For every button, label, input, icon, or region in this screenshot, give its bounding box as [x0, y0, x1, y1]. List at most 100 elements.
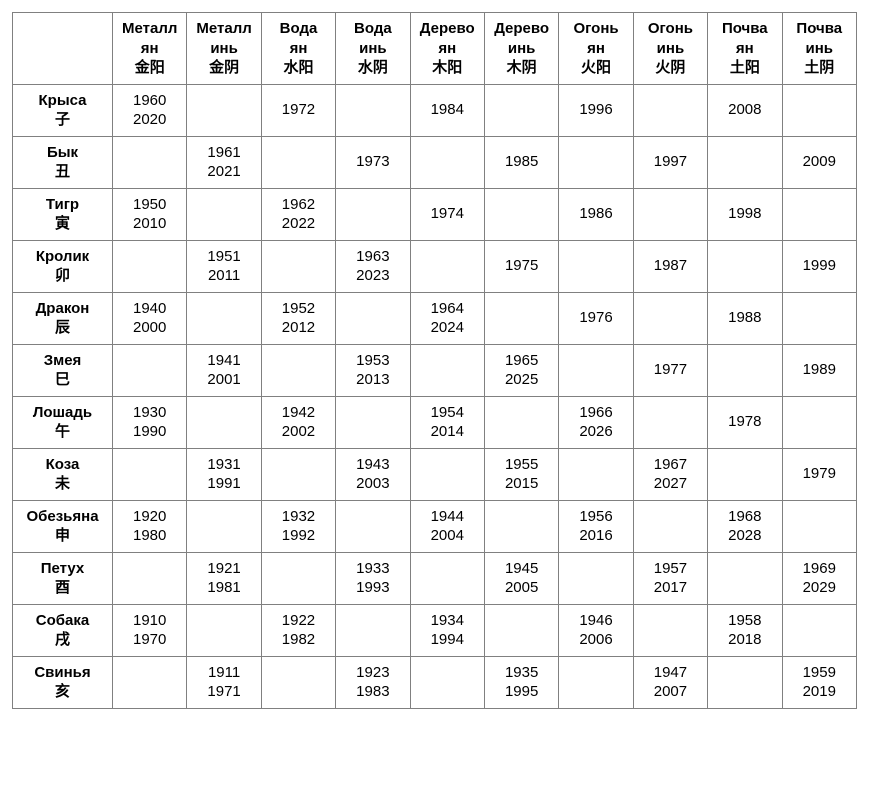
column-header-6: Огоньян火阳 [559, 13, 633, 85]
data-cell: 19682028 [708, 500, 782, 552]
column-header-polarity: ян [264, 39, 333, 59]
year-value: 2019 [785, 682, 854, 702]
year-value: 1933 [338, 559, 407, 579]
row-header-name: Дракон [15, 299, 110, 319]
year-value: 2014 [413, 422, 482, 442]
data-cell: 19592019 [782, 656, 856, 708]
data-cell: 1975 [484, 240, 558, 292]
year-value: 1994 [413, 630, 482, 650]
data-cell: 19402000 [113, 292, 187, 344]
table-row: Змея巳19412001195320131965202519771989 [13, 344, 857, 396]
year-value: 2020 [115, 110, 184, 130]
data-cell [782, 396, 856, 448]
row-header-7: Коза未 [13, 448, 113, 500]
column-header-cjk: 火阴 [636, 58, 705, 78]
row-header-1: Бык丑 [13, 136, 113, 188]
year-value: 2002 [264, 422, 333, 442]
year-value: 2013 [338, 370, 407, 390]
year-value: 1911 [189, 663, 258, 683]
data-cell [708, 240, 782, 292]
data-cell [113, 136, 187, 188]
row-header-name: Бык [15, 143, 110, 163]
data-cell: 1979 [782, 448, 856, 500]
column-header-element: Почва [710, 19, 779, 39]
year-value: 1972 [264, 100, 333, 120]
table-row: Тигр寅1950201019622022197419861998 [13, 188, 857, 240]
data-cell [708, 552, 782, 604]
data-cell: 19331993 [336, 552, 410, 604]
data-cell [261, 552, 335, 604]
row-header-cjk: 寅 [15, 214, 110, 234]
table-row: Крыса子196020201972198419962008 [13, 84, 857, 136]
data-cell: 19221982 [261, 604, 335, 656]
table-row: Свинья亥191119711923198319351995194720071… [13, 656, 857, 708]
column-header-5: Деревоинь木阴 [484, 13, 558, 85]
year-value: 1983 [338, 682, 407, 702]
year-value: 1982 [264, 630, 333, 650]
year-value: 2007 [636, 682, 705, 702]
data-cell [484, 292, 558, 344]
row-header-9: Петух酉 [13, 552, 113, 604]
year-value: 2018 [710, 630, 779, 650]
year-value: 1945 [487, 559, 556, 579]
table-row: Петух酉 19211981 19331993 19452005 19572017 19… [13, 552, 857, 604]
year-value: 1974 [413, 204, 482, 224]
year-value: 1966 [561, 403, 630, 423]
column-header-7: Огоньинь火阴 [633, 13, 707, 85]
row-header-cjk: 子 [15, 110, 110, 130]
data-cell [113, 656, 187, 708]
data-cell: 19692029 [782, 552, 856, 604]
data-cell [336, 604, 410, 656]
column-header-polarity: ян [115, 39, 184, 59]
year-value: 1956 [561, 507, 630, 527]
data-cell [484, 604, 558, 656]
data-cell [336, 396, 410, 448]
year-value: 1962 [264, 195, 333, 215]
row-header-cjk: 巳 [15, 370, 110, 390]
year-value: 1984 [413, 100, 482, 120]
year-value: 1959 [785, 663, 854, 683]
data-cell [559, 240, 633, 292]
data-cell: 19502010 [113, 188, 187, 240]
data-cell: 19412001 [187, 344, 261, 396]
data-cell: 19452005 [484, 552, 558, 604]
column-header-element: Дерево [413, 19, 482, 39]
data-cell: 19572017 [633, 552, 707, 604]
year-value: 1930 [115, 403, 184, 423]
row-header-0: Крыса子 [13, 84, 113, 136]
column-header-cjk: 木阴 [487, 58, 556, 78]
data-cell [559, 448, 633, 500]
data-cell [633, 292, 707, 344]
year-value: 1952 [264, 299, 333, 319]
data-cell: 19211981 [187, 552, 261, 604]
data-cell [261, 240, 335, 292]
column-header-polarity: ян [561, 39, 630, 59]
data-cell: 2009 [782, 136, 856, 188]
data-cell [261, 448, 335, 500]
data-cell [187, 84, 261, 136]
row-header-cjk: 丑 [15, 162, 110, 182]
column-header-element: Огонь [561, 19, 630, 39]
data-cell: 19672027 [633, 448, 707, 500]
row-header-cjk: 辰 [15, 318, 110, 338]
data-cell: 1976 [559, 292, 633, 344]
column-header-9: Почваинь土阴 [782, 13, 856, 85]
row-header-name: Свинья [15, 663, 110, 683]
year-value: 2017 [636, 578, 705, 598]
data-cell [708, 656, 782, 708]
table-row: Лошадь午193019901942200219542014196620261… [13, 396, 857, 448]
table-row: Бык丑196120211973198519972009 [13, 136, 857, 188]
year-value: 2023 [338, 266, 407, 286]
row-header-cjk: 戌 [15, 630, 110, 650]
data-cell [410, 656, 484, 708]
year-value: 1935 [487, 663, 556, 683]
data-cell [410, 448, 484, 500]
table-row: Коза未19311991194320031955201519672027197… [13, 448, 857, 500]
row-header-5: Змея巳 [13, 344, 113, 396]
year-value: 1951 [189, 247, 258, 267]
data-cell [336, 292, 410, 344]
row-header-6: Лошадь午 [13, 396, 113, 448]
year-value: 1969 [785, 559, 854, 579]
year-value: 1940 [115, 299, 184, 319]
row-header-11: Свинья亥 [13, 656, 113, 708]
